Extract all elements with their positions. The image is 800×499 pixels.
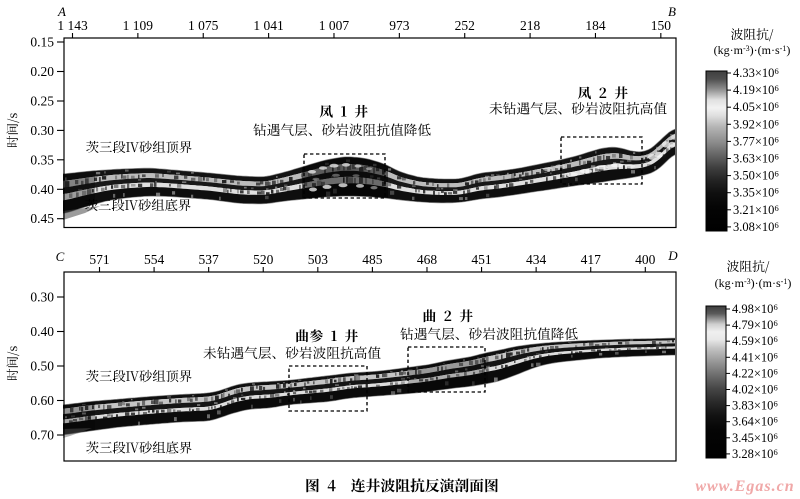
svg-text:3.50×106: 3.50×106 — [733, 168, 779, 182]
svg-text:0.30: 0.30 — [30, 123, 54, 138]
svg-text:3.77×106: 3.77×106 — [733, 134, 779, 148]
svg-text:4.05×106: 4.05×106 — [733, 100, 779, 114]
svg-text:417: 417 — [581, 252, 602, 267]
svg-text:434: 434 — [526, 252, 547, 267]
svg-text:4.19×106: 4.19×106 — [733, 83, 779, 97]
svg-text:1 075: 1 075 — [188, 18, 219, 33]
svg-text:0.70: 0.70 — [30, 428, 54, 443]
svg-text:1 041: 1 041 — [253, 18, 283, 33]
svg-text:3.63×106: 3.63×106 — [733, 151, 779, 165]
svg-text:1 109: 1 109 — [123, 18, 154, 33]
svg-text:0.40: 0.40 — [30, 182, 54, 197]
svg-text:0.60: 0.60 — [30, 393, 54, 408]
svg-text:485: 485 — [362, 252, 383, 267]
svg-text:1 143: 1 143 — [57, 18, 88, 33]
svg-text:451: 451 — [471, 252, 491, 267]
svg-text:4.79×106: 4.79×106 — [732, 318, 778, 332]
svg-text:218: 218 — [520, 18, 541, 33]
svg-text:D: D — [667, 248, 678, 263]
svg-text:252: 252 — [455, 18, 475, 33]
svg-text:4.59×106: 4.59×106 — [732, 334, 778, 348]
svg-text:4.02×106: 4.02×106 — [732, 382, 778, 396]
svg-text:0.25: 0.25 — [30, 94, 54, 109]
svg-text:(kg·m-3)·(m·s-1): (kg·m-3)·(m·s-1) — [714, 43, 791, 57]
svg-text:4.33×106: 4.33×106 — [733, 66, 779, 80]
svg-text:571: 571 — [89, 252, 109, 267]
svg-text:C: C — [56, 249, 65, 264]
svg-text:B: B — [668, 4, 676, 19]
svg-text:503: 503 — [308, 252, 329, 267]
svg-text:3.64×106: 3.64×106 — [732, 415, 778, 429]
svg-text:0.50: 0.50 — [30, 359, 54, 374]
svg-text:554: 554 — [144, 252, 165, 267]
svg-text:1 007: 1 007 — [319, 18, 350, 33]
svg-text:520: 520 — [253, 252, 274, 267]
svg-text:3.83×106: 3.83×106 — [732, 398, 778, 412]
svg-text:4.41×106: 4.41×106 — [732, 350, 778, 364]
svg-text:3.35×106: 3.35×106 — [733, 186, 779, 200]
svg-text:537: 537 — [199, 252, 220, 267]
svg-text:150: 150 — [651, 18, 672, 33]
svg-text:3.21×106: 3.21×106 — [733, 203, 779, 217]
svg-text:0.30: 0.30 — [30, 290, 54, 305]
svg-text:468: 468 — [417, 252, 438, 267]
svg-text:0.35: 0.35 — [30, 152, 54, 167]
svg-text:0.20: 0.20 — [30, 64, 54, 79]
svg-text:0.45: 0.45 — [30, 211, 54, 226]
svg-text:0.15: 0.15 — [30, 35, 54, 50]
svg-text:0.40: 0.40 — [30, 324, 54, 339]
svg-text:4.22×106: 4.22×106 — [732, 366, 778, 380]
svg-text:4.98×106: 4.98×106 — [732, 302, 778, 316]
svg-text:400: 400 — [635, 252, 656, 267]
svg-text:973: 973 — [389, 18, 410, 33]
svg-text:(kg·m-3)·(m·s-1): (kg·m-3)·(m·s-1) — [715, 276, 792, 290]
svg-text:3.28×106: 3.28×106 — [732, 447, 778, 461]
svg-text:184: 184 — [585, 18, 606, 33]
svg-text:www.Egas.cn: www.Egas.cn — [695, 478, 794, 495]
svg-text:3.08×106: 3.08×106 — [733, 220, 779, 234]
svg-text:A: A — [57, 4, 66, 19]
svg-text:3.45×106: 3.45×106 — [732, 431, 778, 445]
svg-text:3.92×106: 3.92×106 — [733, 117, 779, 131]
